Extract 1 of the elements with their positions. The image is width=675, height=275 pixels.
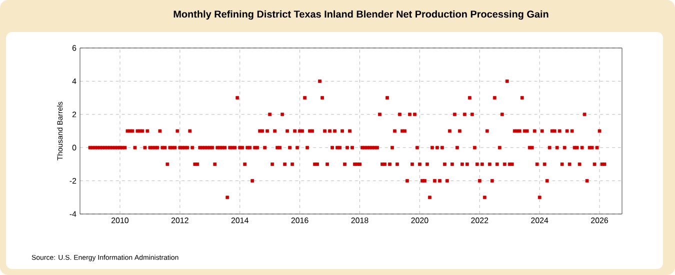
chart-title: Monthly Refining District Texas Inland Blender Net Production Processing Gain: [174, 10, 548, 20]
